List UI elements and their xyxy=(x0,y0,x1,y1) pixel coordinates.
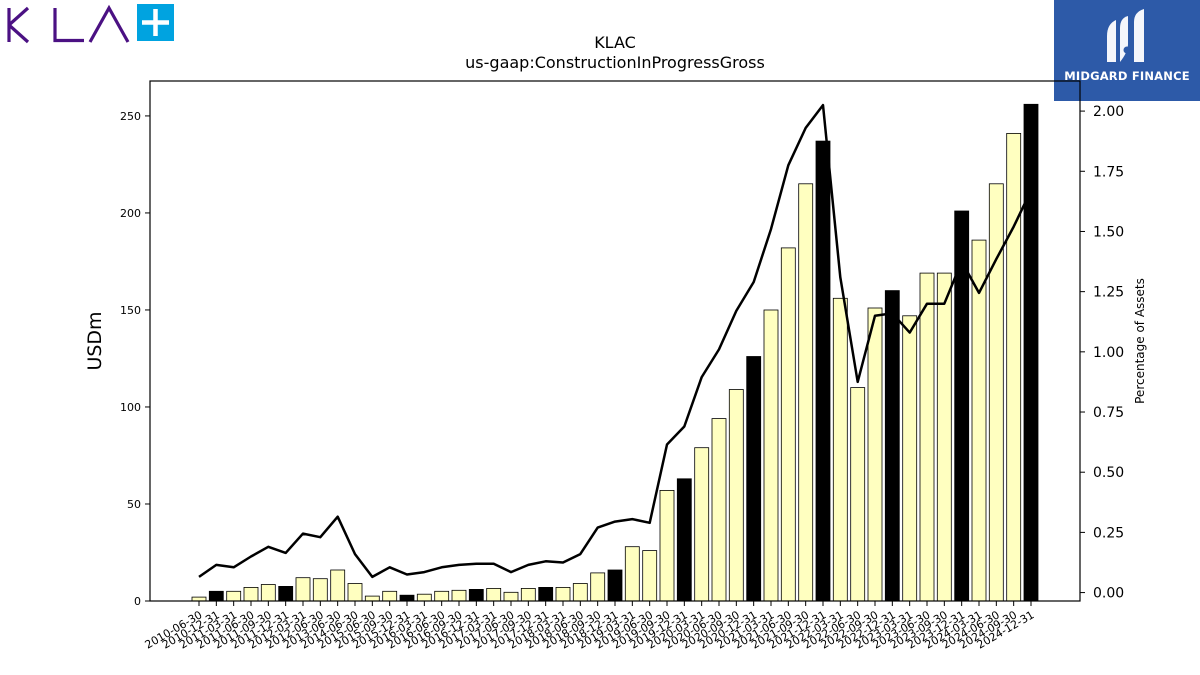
bar-2011-03-31 xyxy=(226,590,242,602)
chart-title: KLAC xyxy=(594,33,636,52)
bar-2019-09-30 xyxy=(659,489,675,602)
bar-2016-06-30 xyxy=(434,590,450,602)
kla-logo-letter-l xyxy=(53,8,84,43)
y-tick-label: 100 xyxy=(120,401,141,414)
y2-tick-label: 0.75 xyxy=(1093,405,1124,421)
bar-2024-06-30 xyxy=(988,183,1004,602)
bar-2021-03-31 xyxy=(763,309,779,602)
brand-name: MIDGARD FINANCE xyxy=(1064,69,1190,83)
kla-logo xyxy=(4,4,179,44)
bar-2019-12-31 xyxy=(676,478,692,602)
bar-2020-06-30 xyxy=(711,418,727,602)
bar-2014-06-30 xyxy=(347,583,363,602)
bar-2021-06-30 xyxy=(780,247,796,602)
y-tick-label: 250 xyxy=(120,110,141,123)
y-axis-label: USDm xyxy=(84,311,106,370)
midgard-emblem-icon xyxy=(1107,9,1144,62)
y-tick-label: 50 xyxy=(127,498,141,511)
y2-tick-label: 2.00 xyxy=(1093,104,1124,120)
y-axis-ticks: 0 50 100 150 200 250 xyxy=(120,110,150,608)
bar-2010-12-31 xyxy=(208,590,224,602)
chart-subtitle: us-gaap:ConstructionInProgressGross xyxy=(465,53,765,72)
bar-2023-03-31 xyxy=(902,315,918,602)
bar-2019-06-30 xyxy=(642,550,658,602)
bar-2013-06-30 xyxy=(330,569,346,602)
bar-2022-06-30 xyxy=(850,387,866,602)
midgard-finance-logo: MIDGARD FINANCE xyxy=(1054,0,1200,101)
bar-2018-12-31 xyxy=(607,569,623,602)
bar-2024-09-30 xyxy=(1006,132,1022,602)
bar-2019-03-31 xyxy=(624,546,640,602)
y2-tick-label: 0.25 xyxy=(1093,525,1124,541)
bar-2022-03-31 xyxy=(832,297,848,602)
kla-logo-letter-k xyxy=(7,6,30,44)
bar-2024-12-31 xyxy=(1023,103,1039,602)
bar-2020-03-31 xyxy=(694,447,710,602)
y-tick-label: 150 xyxy=(120,304,141,317)
bar-2023-09-30 xyxy=(936,272,952,602)
bar-2015-09-30 xyxy=(382,590,398,602)
bar-2016-12-31 xyxy=(468,589,484,602)
bar-2017-09-30 xyxy=(520,588,536,602)
y2-axis-label: Percentage of Assets xyxy=(1133,278,1147,404)
kla-logo-plus-sign xyxy=(142,9,169,36)
bar-2017-06-30 xyxy=(503,591,519,602)
kla-logo-letter-a xyxy=(88,4,130,43)
bar-2017-12-31 xyxy=(538,587,554,602)
bar-2011-12-31 xyxy=(278,586,294,602)
bar-2016-09-30 xyxy=(451,589,467,602)
bar-2017-03-31 xyxy=(486,588,502,602)
bars-group xyxy=(191,103,1039,602)
bar-2020-09-30 xyxy=(728,389,744,602)
y-tick-label: 0 xyxy=(134,595,141,608)
bar-2018-06-30 xyxy=(572,583,588,602)
bar-2024-03-31 xyxy=(971,239,987,602)
bar-2018-09-30 xyxy=(590,572,606,602)
y2-axis-ticks: 0.00 0.25 0.50 0.75 1.00 1.25 1.50 1.75 2.00 xyxy=(1080,104,1124,602)
x-axis-ticks: 2010-06-302010-12-312011-03-312011-06-30… xyxy=(143,601,1037,652)
bar-2015-06-30 xyxy=(364,595,380,602)
y2-tick-label: 1.75 xyxy=(1093,164,1124,180)
y-tick-label: 200 xyxy=(120,207,141,220)
bar-2012-03-31 xyxy=(295,577,311,602)
bar-2011-09-30 xyxy=(260,584,276,602)
bar-2022-09-30 xyxy=(867,307,883,602)
y2-tick-label: 1.25 xyxy=(1093,285,1124,301)
y2-tick-label: 1.50 xyxy=(1093,224,1124,240)
bar-2018-03-31 xyxy=(555,587,571,602)
bar-2021-09-30 xyxy=(798,183,814,602)
bar-2012-06-30 xyxy=(312,578,328,602)
bar-2021-12-31 xyxy=(815,140,831,602)
bar-2020-12-31 xyxy=(746,356,762,602)
bar-2011-06-30 xyxy=(243,587,259,602)
plot-frame xyxy=(149,80,1081,602)
bar-2016-03-31 xyxy=(416,593,432,602)
y2-tick-label: 0.50 xyxy=(1093,465,1124,481)
bar-2015-12-31 xyxy=(399,594,415,602)
bar-2022-12-31 xyxy=(884,290,900,602)
y2-tick-label: 0.00 xyxy=(1093,586,1124,602)
kla-logo-lettering xyxy=(7,4,130,44)
percentage-of-assets-line xyxy=(198,103,1033,579)
bar-2023-06-30 xyxy=(919,272,935,602)
y2-tick-label: 1.00 xyxy=(1093,345,1124,361)
